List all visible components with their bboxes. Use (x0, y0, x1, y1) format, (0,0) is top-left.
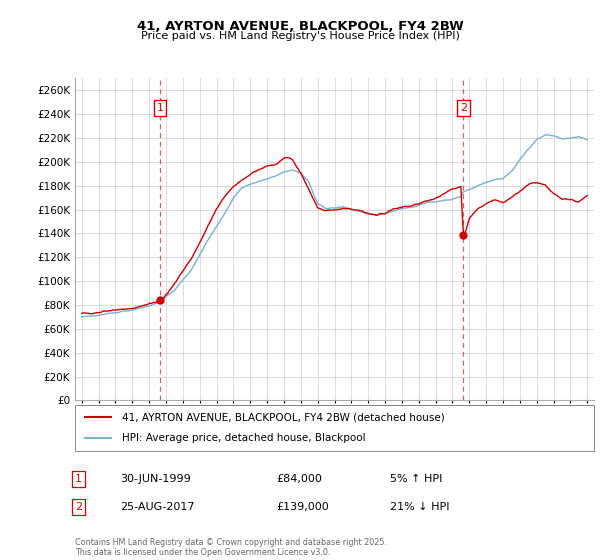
Text: 41, AYRTON AVENUE, BLACKPOOL, FY4 2BW: 41, AYRTON AVENUE, BLACKPOOL, FY4 2BW (137, 20, 463, 32)
Text: 2: 2 (75, 502, 82, 512)
Text: Price paid vs. HM Land Registry's House Price Index (HPI): Price paid vs. HM Land Registry's House … (140, 31, 460, 41)
Text: £84,000: £84,000 (276, 474, 322, 484)
Text: Contains HM Land Registry data © Crown copyright and database right 2025.
This d: Contains HM Land Registry data © Crown c… (75, 538, 387, 557)
Text: 1: 1 (75, 474, 82, 484)
Text: 5% ↑ HPI: 5% ↑ HPI (390, 474, 442, 484)
Text: 30-JUN-1999: 30-JUN-1999 (120, 474, 191, 484)
Text: £139,000: £139,000 (276, 502, 329, 512)
Text: 41, AYRTON AVENUE, BLACKPOOL, FY4 2BW (detached house): 41, AYRTON AVENUE, BLACKPOOL, FY4 2BW (d… (122, 412, 445, 422)
Text: 25-AUG-2017: 25-AUG-2017 (120, 502, 194, 512)
Text: 2: 2 (460, 103, 467, 113)
Text: 21% ↓ HPI: 21% ↓ HPI (390, 502, 449, 512)
Text: 1: 1 (157, 103, 164, 113)
Text: HPI: Average price, detached house, Blackpool: HPI: Average price, detached house, Blac… (122, 433, 365, 444)
